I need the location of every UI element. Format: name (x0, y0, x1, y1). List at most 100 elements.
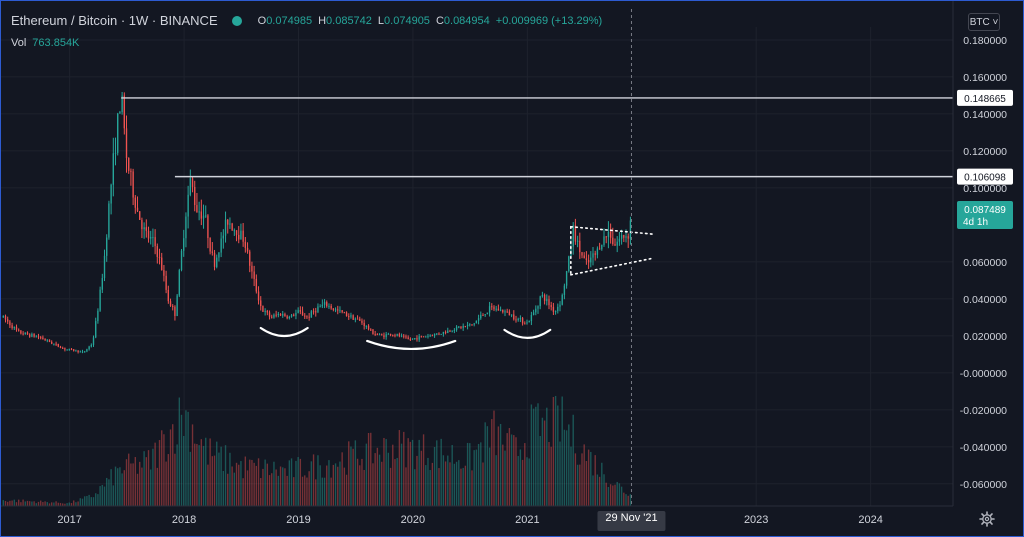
volume-bar (627, 495, 629, 506)
gear-icon[interactable] (979, 511, 995, 527)
volume-bar (618, 483, 621, 506)
currency-select-button[interactable]: BTC ˅ (968, 13, 1000, 31)
candle-body (510, 314, 513, 316)
candle-body (271, 316, 273, 318)
open-value: 0.074985 (266, 14, 313, 27)
candle-body (433, 333, 436, 336)
volume-bar (282, 467, 284, 506)
candle-body (150, 237, 152, 239)
candle-body (557, 306, 559, 311)
volume-bar (29, 501, 31, 506)
candle-body (609, 231, 612, 238)
candle-body (11, 325, 13, 329)
volume-bar (70, 503, 73, 506)
volume-bar (290, 458, 293, 506)
x-tick-label: 2021 (515, 514, 539, 526)
volume-bar (108, 479, 110, 506)
volume-bar (218, 452, 220, 506)
volume-bar (249, 459, 251, 506)
volume-bar (110, 469, 112, 506)
candle-body (198, 211, 200, 213)
candle-body (284, 314, 286, 317)
volume-bar (587, 449, 590, 506)
candle-body (33, 334, 35, 337)
candle-body (315, 311, 317, 313)
volume-bar (13, 499, 15, 506)
volume-bar (139, 461, 141, 506)
candle-body (365, 325, 368, 327)
candle-body (436, 333, 438, 335)
candle-body (396, 334, 398, 336)
y-tick-label: 0.100000 (963, 183, 1007, 195)
volume-bar (416, 455, 418, 506)
x-tick-label: 2023 (744, 514, 768, 526)
candle-body (486, 312, 489, 315)
volume-bar (546, 407, 548, 506)
candle-body (471, 324, 473, 326)
candle-body (416, 338, 418, 340)
candle-body (178, 270, 181, 296)
volume-bar (427, 457, 429, 506)
volume-bar (579, 464, 581, 506)
candle-body (167, 289, 170, 302)
open-label: O (257, 14, 267, 27)
volume-bar (255, 465, 258, 506)
volume-bar (398, 430, 401, 506)
candle-body (473, 323, 475, 325)
volume-bar (81, 498, 84, 506)
candle-body (447, 330, 449, 333)
candle-body (403, 335, 405, 337)
volume-bar (189, 451, 192, 506)
volume-bar (594, 455, 596, 506)
symbol-title[interactable]: Ethereum / Bitcoin · 1W · BINANCE (11, 13, 218, 28)
x-tick-label: 2018 (172, 514, 196, 526)
candle-body (392, 335, 394, 337)
volume-bar (180, 414, 183, 506)
volume-bar (286, 475, 288, 506)
volume-bar (172, 424, 174, 506)
volume-bar (178, 397, 181, 506)
volume-bar (224, 445, 227, 506)
candle-body (376, 334, 379, 336)
volume-bar (268, 475, 271, 506)
candle-body (372, 329, 374, 335)
candle-body (216, 257, 218, 267)
candle-body (29, 334, 31, 337)
candle-body (48, 339, 51, 342)
volume-bar (535, 406, 537, 506)
candle-body (68, 348, 70, 350)
candle-body (57, 343, 59, 347)
candle-body (37, 336, 40, 338)
volume-bar (539, 436, 541, 506)
volume-bar (53, 502, 55, 506)
volume-bar (297, 457, 299, 506)
last-price-tag (957, 201, 1013, 230)
volume-bar (620, 486, 623, 506)
volume-bar (396, 457, 398, 506)
candle-body (174, 306, 176, 317)
volume-bar (614, 484, 616, 506)
volume-bar (18, 499, 20, 506)
x-tick-label: 2017 (57, 514, 81, 526)
candle-body (348, 316, 350, 318)
candle-body (77, 350, 79, 353)
candle-body (163, 270, 165, 276)
candle-body (183, 238, 185, 251)
candle-body (499, 309, 502, 311)
volume-bar (420, 450, 423, 506)
volume-bar (495, 455, 497, 506)
volume-bar (598, 476, 601, 506)
triangle-trendline (570, 225, 655, 235)
candle-body (585, 258, 588, 260)
candle-body (7, 319, 9, 322)
volume-bar (354, 440, 357, 506)
volume-bar (400, 443, 403, 506)
volume-bar (92, 497, 95, 506)
volume-bar (227, 473, 229, 506)
volume-bar (73, 500, 75, 506)
volume-bar (62, 503, 64, 506)
candle-body (308, 316, 310, 318)
candle-body (504, 311, 506, 313)
volume-bar (576, 464, 579, 506)
